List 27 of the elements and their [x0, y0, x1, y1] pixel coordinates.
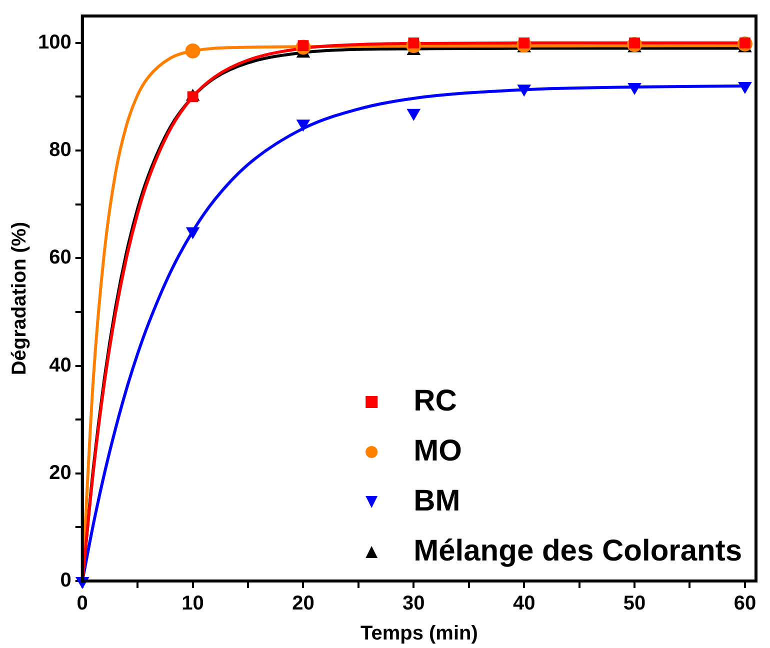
- y-tick-label: 100: [38, 31, 72, 54]
- x-axis-title: Temps (min): [360, 622, 478, 645]
- point: [518, 84, 531, 96]
- point: [628, 83, 642, 95]
- y-tick-label: 80: [49, 139, 72, 162]
- point: [186, 227, 200, 239]
- y-tick-label: 60: [49, 246, 72, 269]
- x-tick-label: 60: [734, 592, 756, 615]
- legend-label: BM: [414, 484, 460, 518]
- legend-label: RC: [414, 384, 457, 418]
- y-tick-label: 40: [49, 354, 72, 376]
- legend-label: Mélange des Colorants: [414, 534, 742, 568]
- x-tick-label: 50: [623, 592, 646, 615]
- x-tick-label: 10: [182, 592, 204, 615]
- point: [296, 120, 310, 132]
- point: [407, 108, 420, 120]
- x-tick-label: 40: [512, 592, 536, 615]
- point: [185, 43, 200, 58]
- point: [738, 82, 752, 94]
- x-tick-label: 0: [76, 592, 88, 615]
- x-tick-label: 30: [402, 592, 425, 615]
- legend-label: MO: [414, 434, 462, 468]
- x-tick-label: 20: [292, 592, 314, 615]
- y-tick-label: 0: [60, 570, 72, 592]
- y-axis-title: Dégradation (%): [8, 222, 31, 376]
- y-tick-label: 20: [49, 462, 72, 484]
- point: [187, 91, 198, 102]
